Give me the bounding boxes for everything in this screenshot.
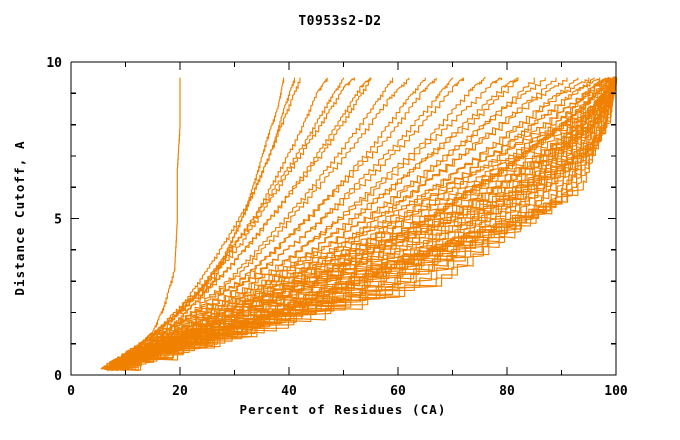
data-curve bbox=[109, 77, 437, 367]
x-tick-label: 40 bbox=[281, 384, 297, 399]
data-curve bbox=[109, 77, 617, 367]
data-curve bbox=[103, 77, 606, 371]
data-curve bbox=[103, 77, 617, 370]
data-curve bbox=[103, 77, 612, 370]
data-curve bbox=[109, 77, 464, 364]
data-curve bbox=[109, 77, 372, 364]
data-curve bbox=[109, 77, 355, 367]
data-curve bbox=[109, 77, 617, 365]
y-tick-label: 0 bbox=[54, 369, 62, 384]
data-curve bbox=[100, 77, 181, 370]
data-curve bbox=[103, 77, 394, 371]
x-tick-label: 0 bbox=[67, 384, 75, 399]
data-curve bbox=[109, 77, 503, 368]
data-curve bbox=[103, 77, 612, 370]
data-curve bbox=[109, 77, 617, 364]
x-tick-label: 80 bbox=[499, 384, 515, 399]
axis-tick-labels-layer: 0 20 40 60 80 100 0 5 10 bbox=[46, 56, 628, 399]
data-curve bbox=[109, 76, 617, 368]
x-tick-label: 100 bbox=[604, 384, 628, 399]
data-curve bbox=[103, 76, 486, 370]
x-tick-label: 60 bbox=[390, 384, 406, 399]
data-curve bbox=[103, 77, 617, 370]
data-curve bbox=[108, 77, 410, 367]
page-title: T0953s2-D2 bbox=[298, 14, 382, 29]
y-tick-label: 5 bbox=[54, 213, 62, 228]
y-axis-title: Distance Cutoff, A bbox=[12, 140, 27, 295]
data-curve bbox=[103, 77, 617, 371]
y-tick-label: 10 bbox=[46, 56, 62, 71]
data-curve bbox=[109, 77, 546, 368]
axis-ticks-layer bbox=[70, 61, 617, 376]
data-curve bbox=[109, 77, 617, 367]
data-curve bbox=[109, 77, 612, 368]
data-curve bbox=[109, 77, 519, 365]
curve-series-layer bbox=[100, 76, 617, 372]
x-axis-title: Percent of Residues (CA) bbox=[239, 402, 446, 417]
data-curve bbox=[103, 77, 617, 371]
x-tick-label: 20 bbox=[172, 384, 188, 399]
